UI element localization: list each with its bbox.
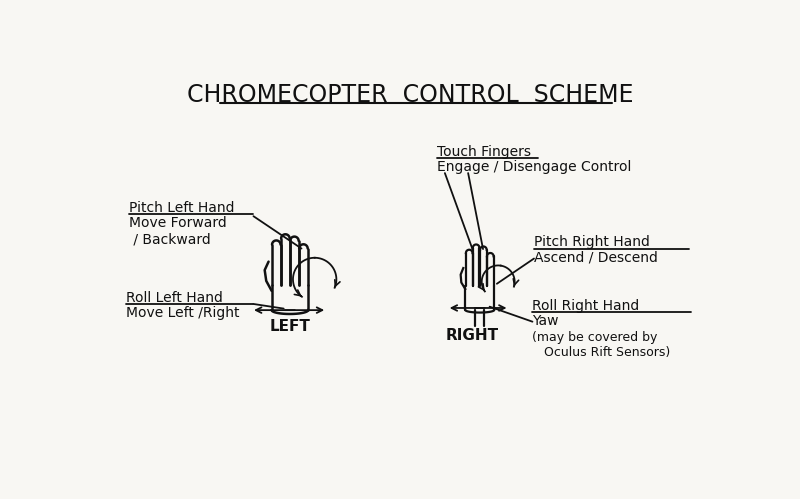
Text: CHROMECOPTER  CONTROL  SCHEME: CHROMECOPTER CONTROL SCHEME (186, 83, 634, 107)
Text: Roll Right Hand: Roll Right Hand (533, 298, 640, 312)
Text: Move Forward
 / Backward: Move Forward / Backward (130, 216, 227, 247)
Text: (may be covered by
   Oculus Rift Sensors): (may be covered by Oculus Rift Sensors) (533, 331, 670, 359)
Text: Ascend / Descend: Ascend / Descend (534, 251, 658, 265)
Text: Move Left /Right: Move Left /Right (126, 306, 239, 320)
Text: Pitch Right Hand: Pitch Right Hand (534, 236, 650, 250)
Text: Yaw: Yaw (533, 314, 559, 328)
Text: RIGHT: RIGHT (446, 328, 498, 343)
Text: Touch Fingers: Touch Fingers (437, 145, 531, 159)
Text: Engage / Disengage Control: Engage / Disengage Control (437, 160, 631, 174)
Text: LEFT: LEFT (270, 319, 310, 334)
Text: Roll Left Hand: Roll Left Hand (126, 291, 222, 305)
Text: Pitch Left Hand: Pitch Left Hand (130, 201, 235, 215)
